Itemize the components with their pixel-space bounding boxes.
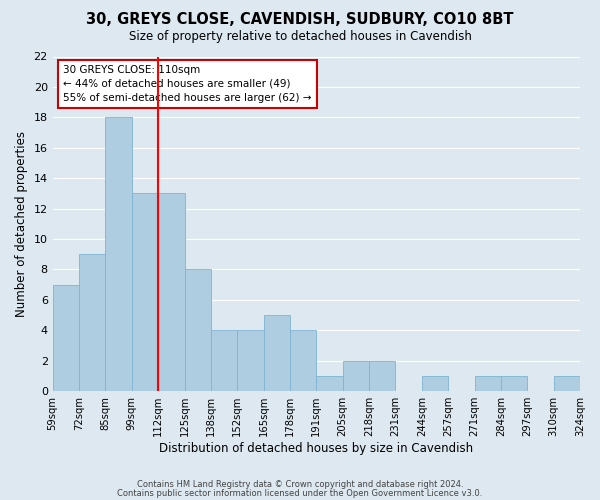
Bar [211,330,237,391]
Text: 30, GREYS CLOSE, CAVENDISH, SUDBURY, CO10 8BT: 30, GREYS CLOSE, CAVENDISH, SUDBURY, CO1… [86,12,514,28]
Bar [158,194,185,391]
Bar [263,315,290,391]
Text: Contains public sector information licensed under the Open Government Licence v3: Contains public sector information licen… [118,489,482,498]
Bar [290,330,316,391]
Bar [343,361,369,391]
Text: Contains HM Land Registry data © Crown copyright and database right 2024.: Contains HM Land Registry data © Crown c… [137,480,463,489]
Bar [237,330,263,391]
Bar [501,376,527,391]
Bar [79,254,106,391]
Bar [53,284,79,391]
X-axis label: Distribution of detached houses by size in Cavendish: Distribution of detached houses by size … [159,442,473,455]
Bar [475,376,501,391]
Bar [316,376,343,391]
Bar [132,194,158,391]
Bar [185,270,211,391]
Bar [369,361,395,391]
Y-axis label: Number of detached properties: Number of detached properties [15,131,28,317]
Text: Size of property relative to detached houses in Cavendish: Size of property relative to detached ho… [128,30,472,43]
Bar [422,376,448,391]
Bar [554,376,580,391]
Text: 30 GREYS CLOSE: 110sqm
← 44% of detached houses are smaller (49)
55% of semi-det: 30 GREYS CLOSE: 110sqm ← 44% of detached… [63,65,312,103]
Bar [106,118,132,391]
